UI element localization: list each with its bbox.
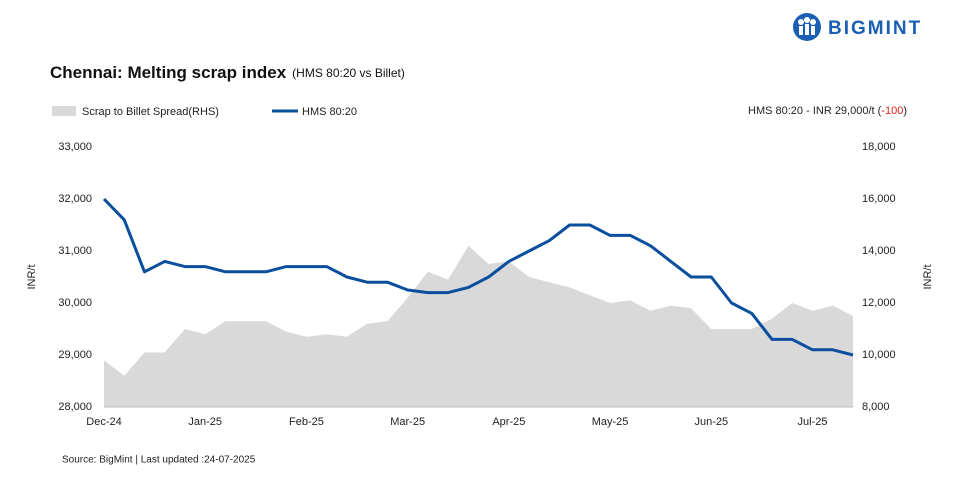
- y2-tick-label: 10,000: [862, 349, 896, 361]
- annotation-text: HMS 80:20 - INR 29,000/t (: [748, 105, 882, 117]
- y2-axis-title: INR/t: [922, 264, 934, 289]
- y-tick-label: 33,000: [58, 141, 92, 153]
- annotation: HMS 80:20 - INR 29,000/t (-100): [748, 105, 907, 117]
- annotation-change: -100: [881, 105, 903, 117]
- plot-area: 28,000 29,000 30,000 31,000 32,000 33,000 8,00…: [58, 141, 895, 428]
- annotation-text: ): [903, 105, 907, 117]
- y-axis-title: INR/t: [26, 264, 38, 289]
- legend: Scrap to Billet Spread(RHS) HMS 80:20: [52, 106, 357, 118]
- y-tick-label: 29,000: [58, 349, 92, 361]
- subtitle: (HMS 80:20 vs Billet): [292, 66, 405, 80]
- source: Source: BigMint | Last updated :24-07-20…: [62, 455, 256, 466]
- x-tick-label: Jun-25: [694, 416, 728, 428]
- y-tick-label: 31,000: [58, 245, 92, 257]
- logo: BIGMINT: [793, 13, 922, 41]
- y-tick-label: 32,000: [58, 193, 92, 205]
- y-tick-label: 30,000: [58, 297, 92, 309]
- x-tick-label: Jul-25: [798, 416, 828, 428]
- y2-tick-label: 16,000: [862, 193, 896, 205]
- spread-area: [104, 245, 853, 407]
- x-tick-label: Feb-25: [289, 416, 324, 428]
- brand: BIGMINT: [828, 18, 922, 39]
- x-tick-label: Apr-25: [492, 416, 525, 428]
- y-tick-label: 28,000: [58, 401, 92, 413]
- x-tick-label: Jan-25: [188, 416, 222, 428]
- x-tick-label: Dec-24: [86, 416, 121, 428]
- y2-tick-label: 18,000: [862, 141, 896, 153]
- chart-title: Chennai: Melting scrap index (HMS 80:20 v…: [50, 63, 405, 82]
- legend-swatch: [52, 106, 76, 116]
- y2-tick-label: 8,000: [862, 401, 890, 413]
- legend-label: HMS 80:20: [302, 106, 357, 118]
- y2-tick-label: 14,000: [862, 245, 896, 257]
- hms-line: [102, 197, 854, 357]
- x-tick-label: May-25: [592, 416, 629, 428]
- legend-label: Scrap to Billet Spread(RHS): [82, 106, 219, 118]
- title-main: Chennai: Melting scrap index: [50, 63, 287, 82]
- y2-tick-label: 12,000: [862, 297, 896, 309]
- x-tick-label: Mar-25: [390, 416, 425, 428]
